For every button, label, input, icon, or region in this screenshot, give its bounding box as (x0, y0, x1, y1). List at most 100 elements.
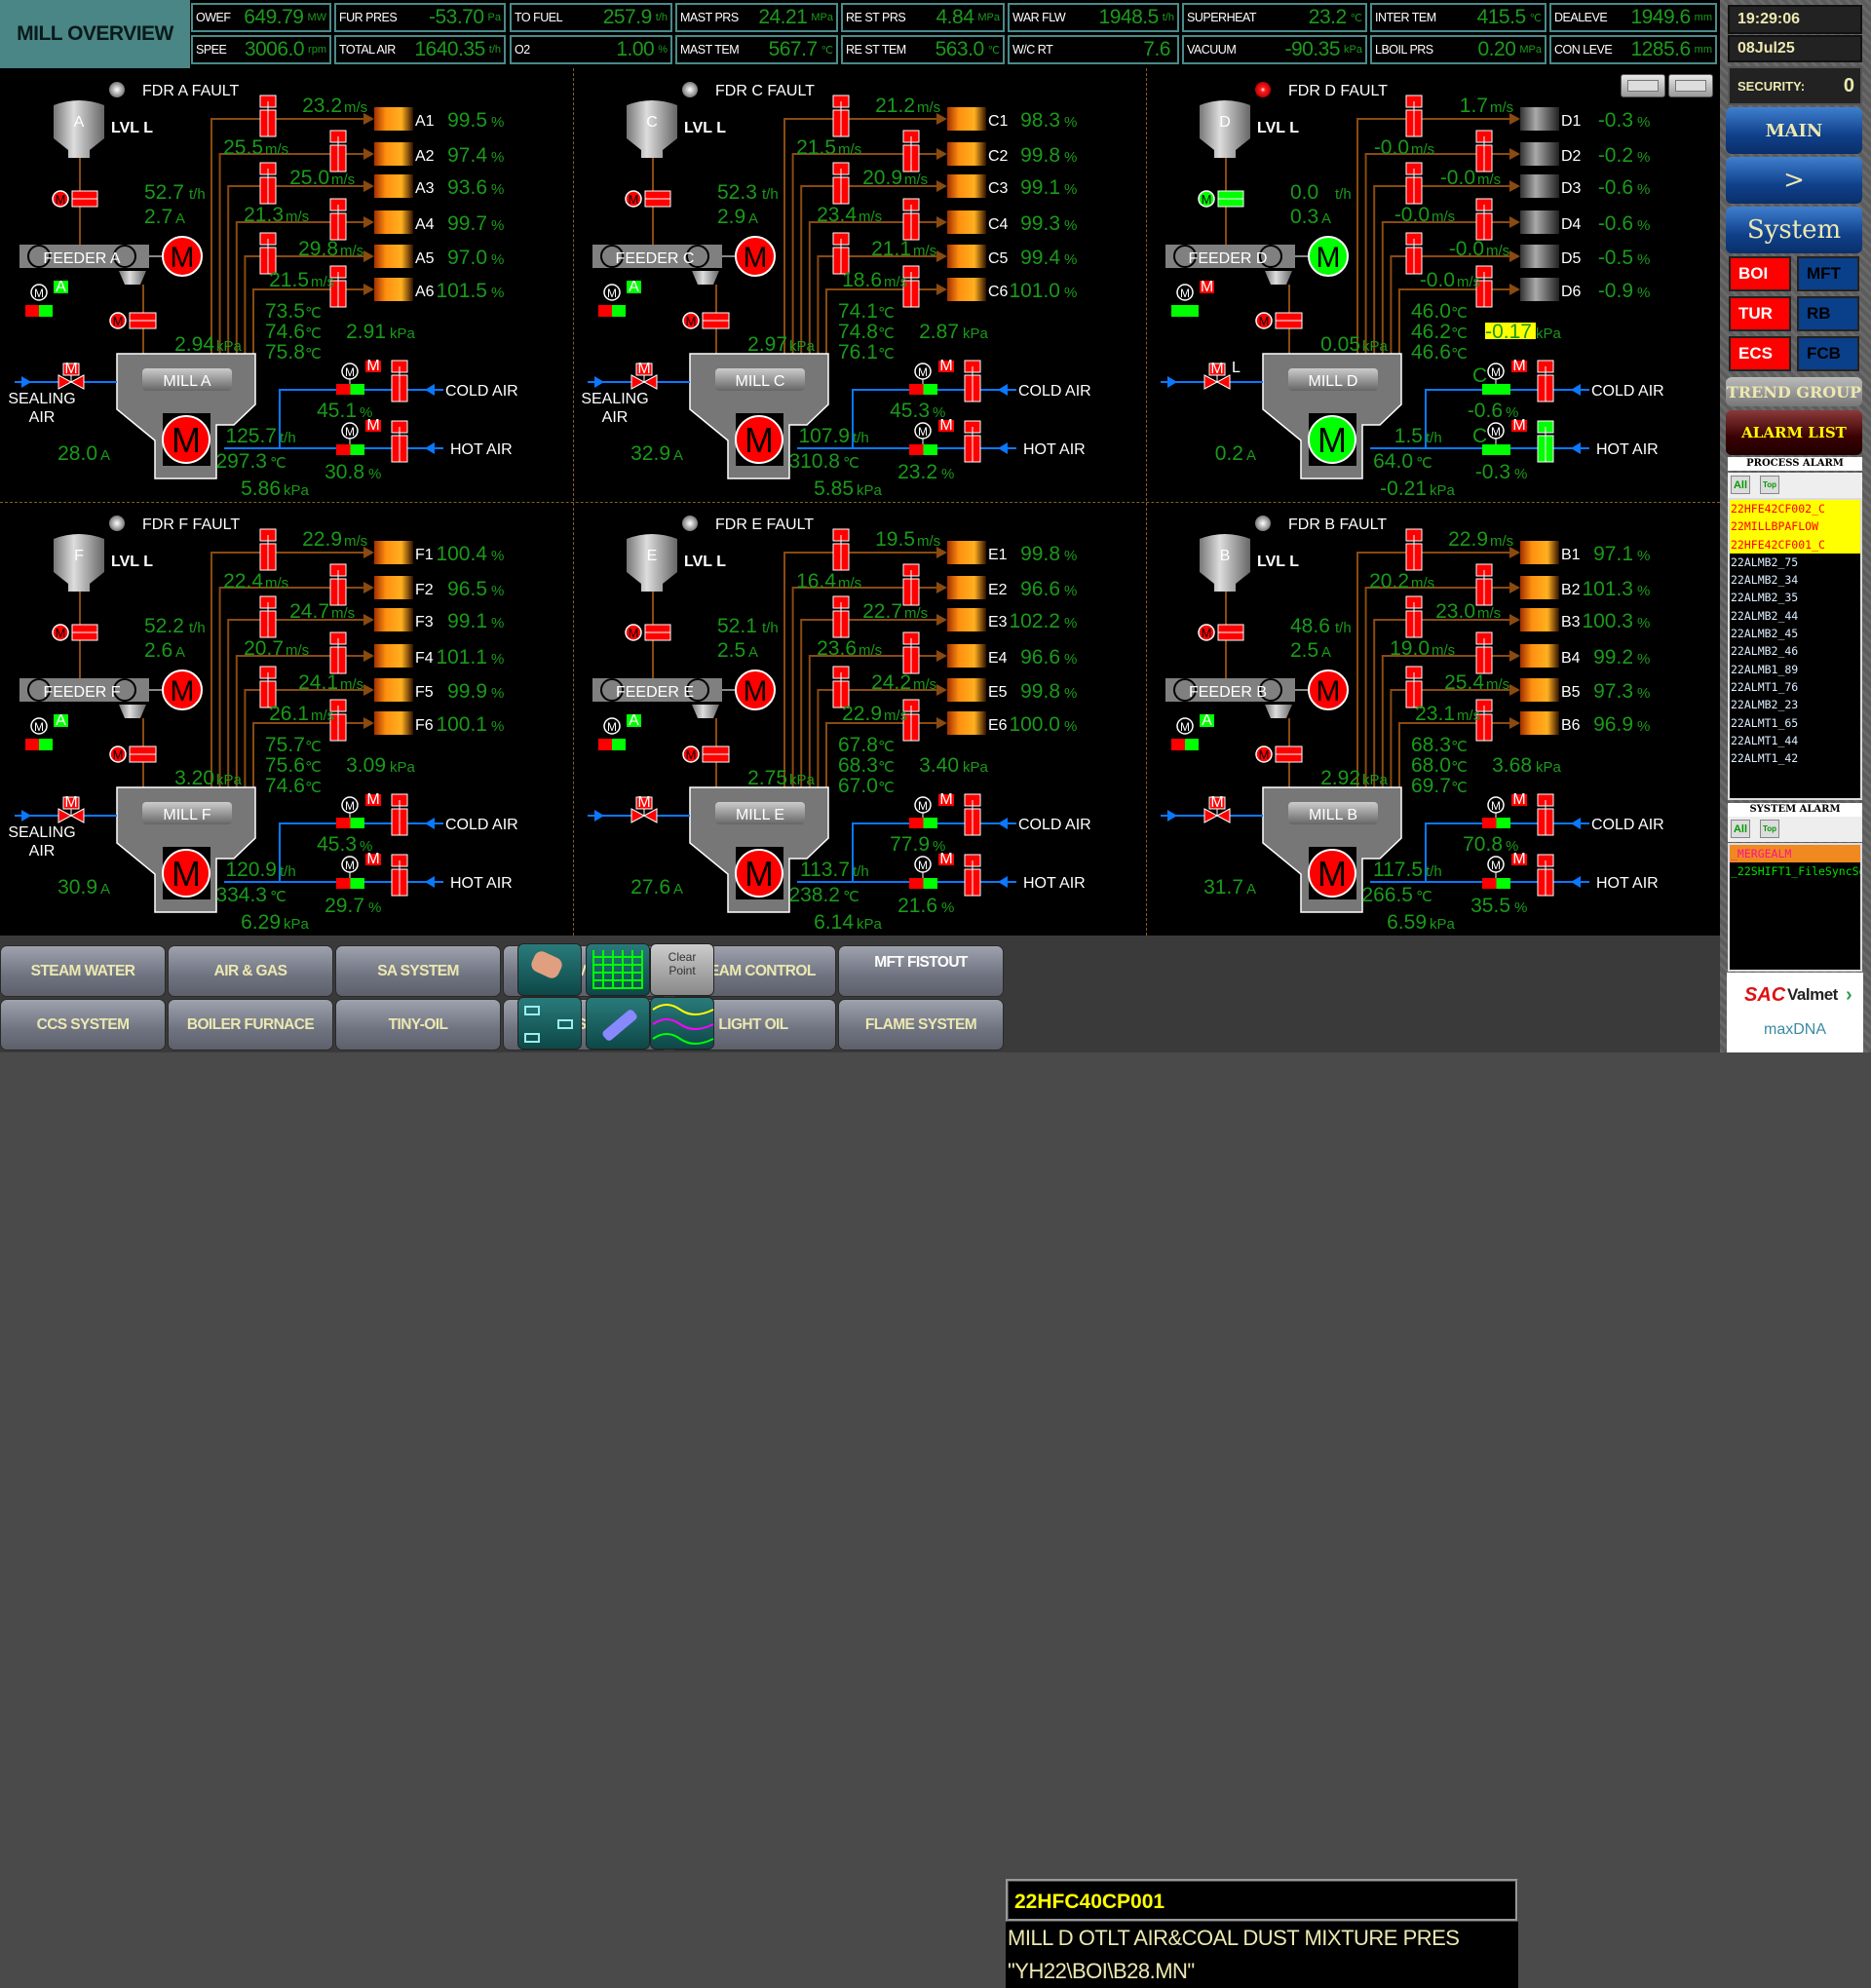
status-cell-superheat[interactable]: SUPERHEAT 23.2 ℃ (1182, 3, 1367, 32)
feeder-motor[interactable]: M (735, 236, 776, 277)
hot-air-shutoff-damper[interactable] (391, 420, 408, 463)
mill-motor[interactable]: M (162, 849, 210, 898)
feeder-motor[interactable]: M (1308, 236, 1349, 277)
coal-bunker[interactable]: D (1200, 100, 1250, 158)
system-button[interactable]: System (1726, 207, 1862, 253)
coal-bunker[interactable]: E (627, 534, 677, 592)
nav-button-boiler-furnace[interactable]: BOILER FURNACE (168, 999, 333, 1051)
pipe-shutoff-valve-4[interactable] (1475, 198, 1493, 241)
mill-name-button[interactable] (1288, 368, 1378, 391)
system-button-fcb[interactable]: FCB (1797, 336, 1859, 371)
status-cell-re-st-tem[interactable]: RE ST TEM 563.0 ℃ (841, 35, 1005, 64)
alarm-list-button[interactable]: ALARM LIST (1726, 410, 1862, 455)
pipe-shutoff-valve-3[interactable] (1405, 595, 1423, 638)
cold-air-shutoff-damper[interactable] (391, 793, 408, 836)
sealing-air-valve[interactable]: M (1203, 794, 1231, 823)
hot-air-shutoff-damper[interactable] (391, 854, 408, 897)
process-alarm-item[interactable]: 22ALMB2_35 (1730, 589, 1860, 607)
cold-air-shutoff-damper[interactable] (391, 360, 408, 402)
pipe-shutoff-valve-5[interactable] (832, 232, 850, 275)
process-alarm-item[interactable]: 22ALMB1_89 (1730, 660, 1860, 678)
process-alarm-top-button[interactable]: Top (1760, 476, 1779, 494)
nav-button-flame-system[interactable]: FLAME SYSTEM (838, 999, 1004, 1051)
pipe-shutoff-valve-1[interactable] (1405, 528, 1423, 571)
process-alarm-item[interactable]: 22ALMB2_23 (1730, 696, 1860, 714)
pipe-shutoff-valve-5[interactable] (1405, 232, 1423, 275)
cold-air-shutoff-damper[interactable] (964, 360, 981, 402)
sealing-air-valve[interactable]: M (57, 794, 85, 823)
status-cell-spee[interactable]: SPEE 3006.0 rpm (191, 35, 331, 64)
coal-feeder[interactable]: FEEDER E (592, 678, 722, 702)
system-button-boi[interactable]: BOI (1729, 256, 1791, 291)
hot-air-damper-actuator[interactable]: M M (336, 417, 381, 455)
pipe-shutoff-valve-3[interactable] (259, 595, 277, 638)
system-alarm-all-button[interactable]: All (1731, 820, 1750, 838)
coal-bunker[interactable]: A (54, 100, 104, 158)
nav-button-tiny-oil[interactable]: TINY-OIL (335, 999, 501, 1051)
coal-feeder[interactable]: FEEDER A (19, 245, 149, 268)
cold-air-damper-actuator[interactable]: M M (909, 791, 954, 828)
process-alarm-item[interactable]: 22HFE42CF001_C (1730, 535, 1860, 554)
status-cell-owef[interactable]: OWEF 649.79 MW (191, 3, 331, 32)
nav-button-mft-fistout[interactable]: MFT FISTOUT (838, 945, 1004, 997)
pipe-shutoff-valve-6[interactable] (1475, 265, 1493, 308)
status-cell-lboil-prs[interactable]: LBOIL PRS 0.20 MPa (1370, 35, 1546, 64)
status-cell-mast-prs[interactable]: MAST PRS 24.21 MPa (675, 3, 838, 32)
cold-air-damper-actuator[interactable]: M M (909, 358, 954, 395)
mill-name-button[interactable] (715, 802, 805, 824)
nav-button-ccs-system[interactable]: CCS SYSTEM (0, 999, 166, 1051)
nav-button-sa-system[interactable]: SA SYSTEM (335, 945, 501, 997)
sealing-air-valve[interactable]: M (1203, 361, 1231, 390)
clear-point-button[interactable]: Clear Point (650, 943, 714, 996)
nav-button-steam-water[interactable]: STEAM WATER (0, 945, 166, 997)
flashlight-button[interactable] (586, 997, 650, 1050)
system-button-rb[interactable]: RB (1797, 296, 1859, 331)
mill-motor[interactable]: M (735, 415, 783, 464)
process-alarm-item[interactable]: 22ALMT1_44 (1730, 731, 1860, 750)
pipe-shutoff-valve-6[interactable] (902, 265, 920, 308)
hot-air-damper-actuator[interactable]: M M (909, 851, 954, 889)
hot-air-damper-actuator[interactable]: M M (909, 417, 954, 455)
mill-name-button[interactable] (142, 802, 232, 824)
status-cell-inter-tem[interactable]: INTER TEM 415.5 ℃ (1370, 3, 1546, 32)
coal-bunker[interactable]: C (627, 100, 677, 158)
feeder-motor[interactable]: M (735, 669, 776, 710)
status-cell-mast-tem[interactable]: MAST TEM 567.7 ℃ (675, 35, 838, 64)
pipe-shutoff-valve-6[interactable] (329, 699, 347, 742)
process-alarm-item[interactable]: 22ALMT1_42 (1730, 749, 1860, 768)
sealing-air-valve[interactable]: M (57, 361, 85, 390)
pipe-shutoff-valve-5[interactable] (259, 232, 277, 275)
trend-waves-button[interactable] (650, 997, 714, 1050)
process-alarm-all-button[interactable]: All (1731, 476, 1750, 494)
process-alarm-item[interactable]: 22HFE42CF002_C (1730, 500, 1860, 518)
system-alarm-top-button[interactable]: Top (1760, 820, 1779, 838)
pipe-shutoff-valve-3[interactable] (1405, 162, 1423, 205)
main-button[interactable]: MAIN (1726, 107, 1862, 154)
coal-feeder[interactable]: FEEDER C (592, 245, 722, 268)
feeder-motor[interactable]: M (162, 236, 203, 277)
coal-bunker[interactable]: F (54, 534, 104, 592)
hot-air-damper-actuator[interactable]: M M (336, 851, 381, 889)
pipe-shutoff-valve-2[interactable] (1475, 563, 1493, 606)
trend-grid-button[interactable] (586, 943, 650, 996)
cold-air-damper-actuator[interactable]: M M (336, 791, 381, 828)
hot-air-damper-actuator[interactable]: M M (1482, 417, 1527, 455)
hot-air-shutoff-damper[interactable] (1537, 420, 1554, 463)
mill-name-button[interactable] (142, 368, 232, 391)
coal-feeder[interactable]: FEEDER D (1165, 245, 1295, 268)
status-cell-dealeve[interactable]: DEALEVE 1949.6 mm (1549, 3, 1717, 32)
pipe-shutoff-valve-3[interactable] (832, 162, 850, 205)
pipe-shutoff-valve-4[interactable] (329, 198, 347, 241)
hot-air-shutoff-damper[interactable] (964, 854, 981, 897)
process-alarm-list[interactable]: 22HFE42CF002_C 22MILLBPAFLOW 22HFE42CF001_… (1728, 498, 1862, 800)
hot-air-shutoff-damper[interactable] (1537, 854, 1554, 897)
pipe-shutoff-valve-3[interactable] (259, 162, 277, 205)
pipe-shutoff-valve-2[interactable] (902, 563, 920, 606)
pipe-shutoff-valve-4[interactable] (329, 631, 347, 674)
pipe-shutoff-valve-2[interactable] (329, 130, 347, 172)
pipe-shutoff-valve-4[interactable] (1475, 631, 1493, 674)
mill-motor[interactable]: M (162, 415, 210, 464)
system-button-tur[interactable]: TUR (1729, 296, 1791, 331)
